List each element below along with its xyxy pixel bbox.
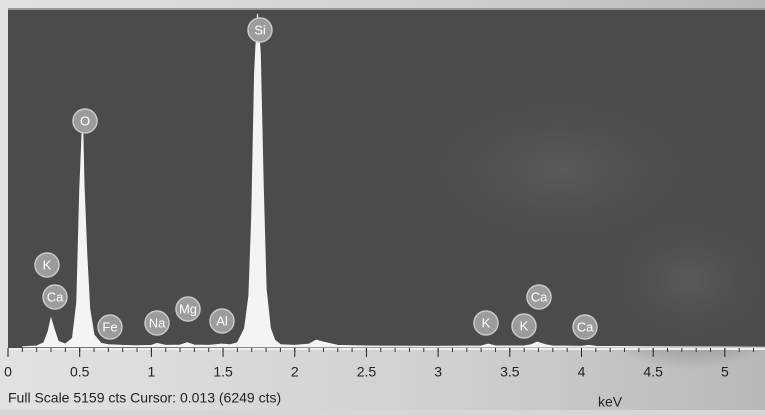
peak-label: Ca xyxy=(47,289,64,304)
peak-label: Fe xyxy=(102,319,117,334)
peak-label: K xyxy=(520,318,529,333)
x-tick-label: 2.5 xyxy=(357,364,377,380)
x-tick-label: 2 xyxy=(291,364,299,380)
peak-label: K xyxy=(43,257,52,272)
peak-label: Si xyxy=(254,22,266,37)
x-tick-label: 1.5 xyxy=(213,364,233,380)
chart: keV Full Scale 5159 cts Cursor: 0.013 (6… xyxy=(0,0,765,410)
peak-label: Al xyxy=(216,313,228,328)
x-tick-label: 3.5 xyxy=(500,364,520,380)
peak-label: O xyxy=(80,113,90,128)
peak-label: K xyxy=(482,315,491,330)
peak-label: Ca xyxy=(577,319,594,334)
x-axis-label: keV xyxy=(598,394,623,410)
x-tick-label: 0 xyxy=(4,364,12,380)
x-tick-label: 5 xyxy=(721,364,729,380)
status-text: Full Scale 5159 cts Cursor: 0.013 (6249 … xyxy=(8,390,281,406)
x-tick-label: 1 xyxy=(147,364,155,380)
x-tick-label: 4.5 xyxy=(643,364,663,380)
x-tick-label: 3 xyxy=(434,364,442,380)
x-tick-label: 0.5 xyxy=(70,364,90,380)
peak-label: Mg xyxy=(179,301,197,316)
page: keV Full Scale 5159 cts Cursor: 0.013 (6… xyxy=(0,0,765,410)
peak-label: Na xyxy=(149,315,166,330)
peak-label: Ca xyxy=(531,289,548,304)
x-tick-label: 4 xyxy=(578,364,586,380)
